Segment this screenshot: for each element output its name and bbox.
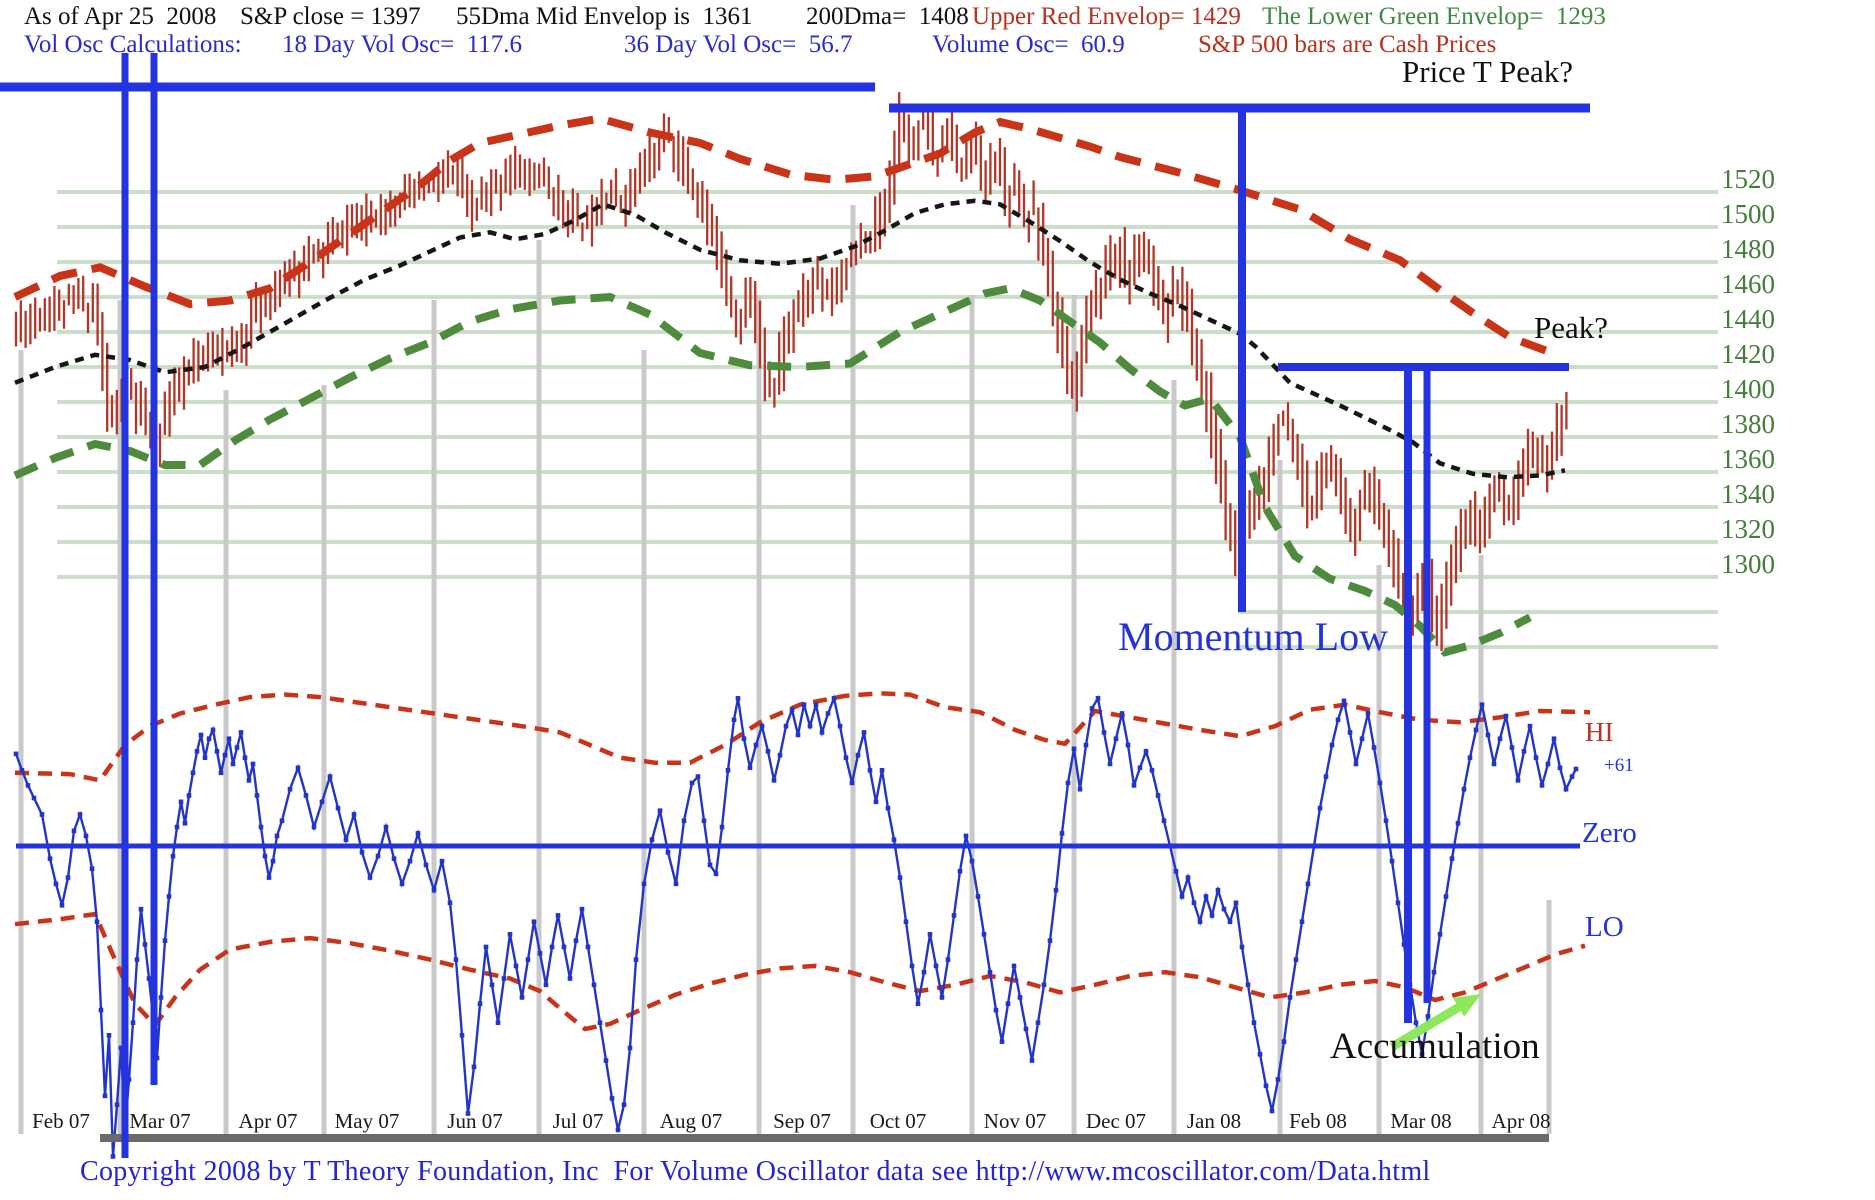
price-axis-label: 1360 xyxy=(1721,444,1775,474)
header-upper-envelope: Upper Red Envelop= 1429 xyxy=(972,3,1241,30)
month-label: Feb 08 xyxy=(1289,1109,1347,1133)
price-bars xyxy=(14,92,1568,652)
price-axis-label: 1300 xyxy=(1721,549,1775,579)
accumulation-arrow-shaft xyxy=(1389,1003,1461,1051)
oscillator-line xyxy=(14,694,1578,1157)
annotation-peak: Peak? xyxy=(1534,310,1609,345)
month-label: Jul 07 xyxy=(552,1109,604,1133)
mid-55dma-line xyxy=(14,198,1566,480)
month-label: Mar 07 xyxy=(129,1109,191,1133)
month-label: Jan 08 xyxy=(1186,1109,1242,1133)
month-label: Aug 07 xyxy=(659,1109,723,1133)
copyright-line: Copyright 2008 by T Theory Foundation, I… xyxy=(80,1156,1431,1187)
price-axis-label: 1400 xyxy=(1721,374,1775,404)
accumulation-arrow-head xyxy=(1453,994,1481,1017)
month-label: Nov 07 xyxy=(983,1109,1047,1133)
month-label: Dec 07 xyxy=(1085,1109,1147,1133)
header-as-of: As of Apr 25 2008 xyxy=(24,3,217,30)
header-osc18: 18 Day Vol Osc= 117.6 xyxy=(282,31,523,58)
price-axis-label: 1460 xyxy=(1721,269,1775,299)
price-axis-label: 1380 xyxy=(1721,409,1775,439)
month-label: Oct 07 xyxy=(869,1109,927,1133)
annotation-momentum-low: Momentum Low xyxy=(1118,614,1388,659)
month-label: Mar 08 xyxy=(1390,1109,1452,1133)
price-axis-label: 1420 xyxy=(1721,339,1775,369)
lower-green-envelope xyxy=(13,284,1532,657)
annotation-zero: Zero xyxy=(1582,817,1637,849)
osc-hi-envelope xyxy=(14,691,1591,783)
annotation-accumulation: Accumulation xyxy=(1330,1026,1540,1067)
price-axis-label: 1480 xyxy=(1721,234,1775,264)
upper-red-envelope xyxy=(13,114,1550,356)
month-label: Apr 08 xyxy=(1491,1109,1551,1133)
annotation-lo: LO xyxy=(1585,911,1624,943)
header-lower-envelope: The Lower Green Envelop= 1293 xyxy=(1262,3,1606,30)
header-cash-note: S&P 500 bars are Cash Prices xyxy=(1198,31,1497,58)
price-axis-label: 1320 xyxy=(1721,514,1775,544)
annotation-price-t-peak: Price T Peak? xyxy=(1402,54,1574,89)
price-axis-label: 1500 xyxy=(1721,199,1775,229)
month-label: Jun 07 xyxy=(447,1109,503,1133)
header-osc36: 36 Day Vol Osc= 56.7 xyxy=(624,31,853,58)
month-label: Feb 07 xyxy=(32,1109,90,1133)
header-vol-calc: Vol Osc Calculations: xyxy=(24,31,242,58)
oscillator-markers xyxy=(13,696,1579,1159)
header-200dma: 200Dma= 1408 xyxy=(806,3,969,30)
header-vol-osc: Volume Osc= 60.9 xyxy=(932,31,1125,58)
price-axis-label: 1440 xyxy=(1721,304,1775,334)
annotation-plus61: +61 xyxy=(1604,755,1634,776)
price-axis-label: 1520 xyxy=(1721,164,1775,194)
annotation-hi: HI xyxy=(1585,717,1614,747)
header-mid-envelope: 55Dma Mid Envelop is 1361 xyxy=(456,3,753,30)
header-sp-close: S&P close = 1397 xyxy=(240,3,421,30)
price-axis-label: 1340 xyxy=(1721,479,1775,509)
month-label: Sep 07 xyxy=(773,1109,831,1133)
month-label: Apr 07 xyxy=(238,1109,298,1133)
osc-lo-envelope xyxy=(14,911,1586,1032)
x-axis-bar xyxy=(100,1134,1549,1142)
month-label: May 07 xyxy=(334,1109,400,1133)
